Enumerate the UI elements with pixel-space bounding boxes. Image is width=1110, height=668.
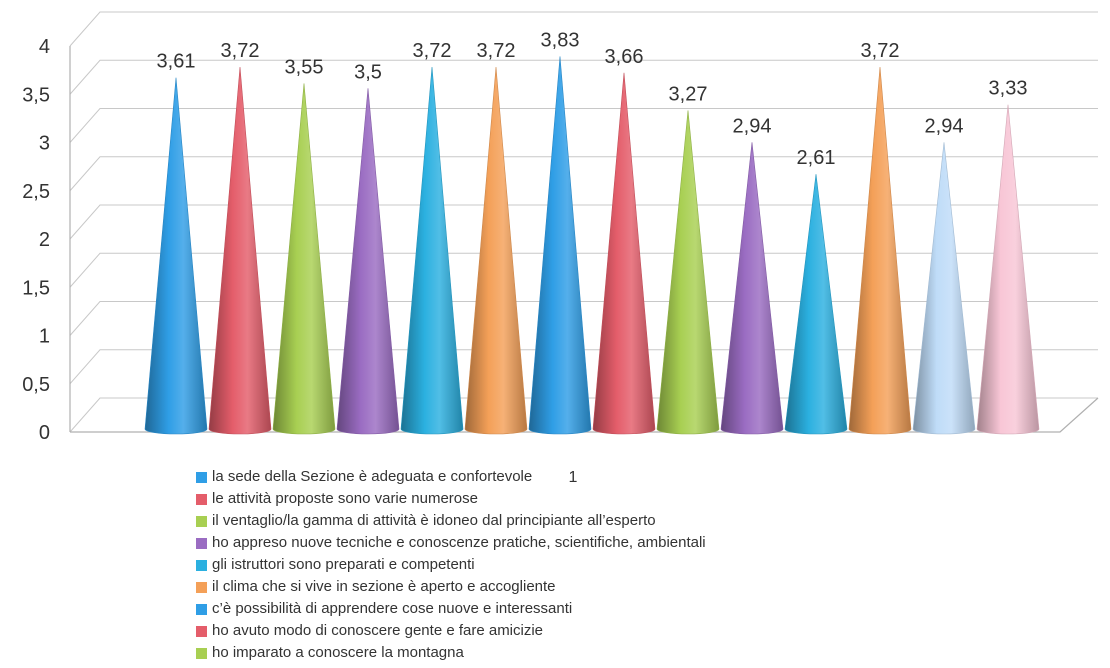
legend-swatch: [196, 537, 207, 549]
cones: [144, 56, 1040, 435]
legend-item: le attività proposte sono varie numerose: [196, 488, 706, 510]
data-label: 3,72: [221, 40, 260, 62]
legend-label: la sede della Sezione è adeguata e confo…: [212, 468, 533, 485]
gridline: [69, 108, 1098, 143]
axes: [69, 46, 1099, 433]
gridline: [69, 11, 1098, 47]
x-axis-ticks: 1: [569, 469, 578, 486]
cone-bar: [464, 66, 528, 435]
legend-item: ho appreso nuove tecniche e conoscenze p…: [196, 532, 706, 554]
data-labels: 3,61 3,72 3,55 3,5 3,72 3,72 3,83 3,66 3,27 2,94 2…: [157, 29, 1028, 169]
data-label: 3,72: [861, 40, 900, 62]
y-tick-label: 2: [39, 229, 50, 251]
y-tick-label: 1,5: [22, 277, 50, 299]
legend-label: ho appreso nuove tecniche e conoscenze p…: [212, 534, 706, 551]
cone-bar: [784, 174, 848, 435]
data-label: 3,61: [157, 51, 196, 73]
gridline: [69, 156, 1098, 192]
legend-label: ho avuto modo di conoscere gente e fare …: [212, 622, 544, 639]
data-label: 3,27: [669, 83, 708, 105]
legend-swatch: [196, 581, 207, 593]
data-label: 3,83: [541, 29, 580, 51]
legend-swatch: [196, 647, 207, 659]
legend-label: il clima che si vive in sezione è aperto…: [212, 578, 556, 595]
legend-label: il ventaglio/la gamma di attività è idon…: [212, 512, 656, 529]
legend-item: gli istruttori sono preparati e competen…: [196, 554, 706, 576]
legend-item: il clima che si vive in sezione è aperto…: [196, 576, 706, 598]
y-tick-label: 4: [39, 36, 50, 58]
y-axis-ticks: 0 0,5 1 1,5 2 2,5 3 3,5 4: [22, 36, 50, 444]
y-tick-label: 2,5: [22, 181, 50, 203]
data-label: 3,33: [989, 78, 1028, 100]
gridline: [69, 252, 1098, 288]
cone-bar: [720, 142, 784, 435]
legend-label: ho imparato a conoscere la montagna: [212, 644, 464, 661]
y-tick-label: 0: [39, 422, 50, 444]
data-label: 2,61: [797, 147, 836, 169]
x-tick-label: 1: [569, 469, 578, 486]
grid: [69, 11, 1098, 433]
cone-bar: [848, 66, 912, 435]
legend-swatch: [196, 603, 207, 615]
gridline: [69, 204, 1098, 240]
cone-bar: [144, 77, 208, 435]
legend-swatch: [196, 493, 207, 505]
legend-label: c’è possibilità di apprendere cose nuove…: [212, 600, 573, 617]
legend-item: la sede della Sezione è adeguata e confo…: [196, 466, 706, 488]
y-tick-label: 3: [39, 133, 50, 155]
gridline: [69, 59, 1098, 95]
legend-item: ho avuto modo di conoscere gente e fare …: [196, 620, 706, 642]
floor-line: [70, 397, 1099, 433]
cone-bar: [976, 104, 1040, 435]
data-label: 3,72: [477, 40, 516, 62]
cone-bar: [592, 72, 656, 435]
data-label: 2,94: [733, 115, 772, 137]
y-tick-label: 0,5: [22, 374, 50, 396]
data-label: 3,72: [413, 40, 452, 62]
cone-bar: [656, 110, 720, 435]
legend-swatch: [196, 515, 207, 527]
cone-bar: [400, 66, 464, 435]
legend-item: il ventaglio/la gamma di attività è idon…: [196, 510, 706, 532]
legend-label: le attività proposte sono varie numerose: [212, 490, 478, 507]
legend: la sede della Sezione è adeguata e confo…: [196, 466, 706, 664]
cone-bar: [528, 56, 592, 435]
y-tick-label: 1: [39, 326, 50, 348]
legend-label: gli istruttori sono preparati e competen…: [212, 556, 475, 573]
legend-item: ho imparato a conoscere la montagna: [196, 642, 706, 664]
data-label: 2,94: [925, 115, 964, 137]
legend-item: c’è possibilità di apprendere cose nuove…: [196, 598, 706, 620]
legend-swatch: [196, 559, 207, 571]
cone-bar: [336, 88, 400, 435]
cone-bar: [208, 66, 272, 435]
cone-bar: [272, 83, 336, 435]
cone-bar: [912, 142, 976, 435]
data-label: 3,66: [605, 46, 644, 68]
data-label: 3,5: [354, 61, 382, 83]
data-label: 3,55: [285, 56, 324, 78]
y-tick-label: 3,5: [22, 84, 50, 106]
legend-swatch: [196, 625, 207, 637]
legend-swatch: [196, 471, 207, 483]
